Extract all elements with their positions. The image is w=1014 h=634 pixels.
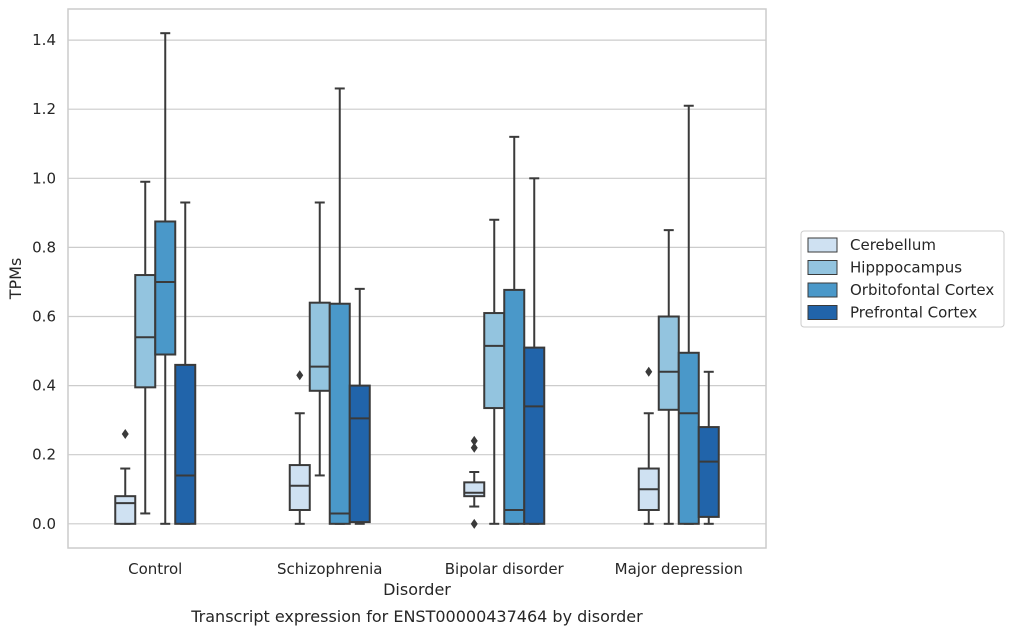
outlier-point — [470, 435, 478, 446]
box-iqr — [174, 363, 197, 525]
box-iqr — [657, 315, 680, 411]
y-axis-title: TPMs — [6, 258, 25, 301]
box-iqr — [328, 302, 351, 525]
legend-label: Prefrontal Cortex — [850, 304, 977, 322]
box-hipppocampus — [134, 180, 157, 515]
x-tick-label: Schizophrenia — [277, 560, 382, 578]
x-tick-label: Bipolar disorder — [445, 560, 565, 578]
legend-items: Cerebellum Hipppocampus Orbitofontal Corte… — [807, 236, 994, 322]
box-iqr — [697, 426, 720, 518]
box-iqr — [134, 274, 157, 389]
plot-frame — [67, 8, 767, 549]
y-tick-label: 0.4 — [32, 377, 56, 395]
box-hipppocampus — [308, 201, 331, 477]
box-cerebellum — [114, 428, 137, 525]
x-tick-label: Control — [128, 560, 182, 578]
outlier-point — [470, 442, 478, 453]
chart-title: Transcript expression for ENST0000043746… — [190, 607, 643, 626]
box-iqr — [677, 351, 700, 525]
box-prefrontal-cortex — [697, 370, 720, 525]
legend-label: Orbitofontal Cortex — [850, 281, 994, 299]
box-hipppocampus — [657, 229, 680, 525]
y-tick-label: 0.6 — [32, 308, 56, 326]
box-iqr — [288, 464, 311, 511]
box-hipppocampus — [483, 218, 506, 525]
legend-item: Hipppocampus — [807, 259, 962, 277]
box-iqr — [463, 481, 486, 498]
box-iqr — [154, 220, 177, 356]
legend-item: Orbitofontal Cortex — [807, 281, 994, 299]
box-cerebellum — [288, 370, 311, 525]
box-orbitofontal-cortex — [154, 32, 177, 525]
box-iqr — [483, 312, 506, 410]
legend-swatch — [807, 305, 838, 320]
outlier-point — [121, 428, 129, 439]
box-prefrontal-cortex — [348, 287, 371, 525]
y-tick-label: 1.4 — [32, 31, 56, 49]
box-iqr — [114, 495, 137, 525]
box-cerebellum — [463, 435, 486, 529]
y-tick-label: 0.2 — [32, 446, 56, 464]
box-iqr — [503, 288, 526, 525]
legend: Cerebellum Hipppocampus Orbitofontal Corte… — [800, 230, 1005, 328]
legend-item: Cerebellum — [807, 236, 936, 254]
y-tick-labels: 0.0 0.2 0.4 0.6 0.8 1.0 1.2 1.4 — [32, 31, 56, 533]
x-tick-labels: Control Schizophrenia Bipolar disorder Majo… — [128, 560, 743, 578]
legend-swatch — [807, 260, 838, 275]
box-prefrontal-cortex — [174, 201, 197, 525]
y-tick-label: 1.2 — [32, 100, 56, 118]
legend-label: Cerebellum — [850, 236, 936, 254]
legend-swatch — [807, 237, 838, 253]
box-orbitofontal-cortex — [503, 135, 526, 525]
box-cerebellum — [637, 366, 660, 525]
legend-item: Prefrontal Cortex — [807, 304, 977, 322]
x-tick-label: Major depression — [615, 560, 743, 578]
box-iqr — [523, 346, 546, 525]
outlier-point — [470, 518, 478, 529]
y-tick-label: 0.0 — [32, 515, 56, 533]
legend-frame — [800, 230, 1005, 328]
legend-swatch — [807, 282, 838, 298]
box-iqr — [308, 301, 331, 392]
outlier-point — [645, 366, 653, 377]
box-iqr — [348, 384, 371, 524]
box-prefrontal-cortex — [523, 177, 546, 525]
box-orbitofontal-cortex — [328, 87, 351, 525]
outlier-point — [296, 370, 304, 381]
y-tick-label: 1.0 — [32, 169, 56, 187]
legend-label: Hipppocampus — [850, 259, 962, 277]
y-tick-label: 0.8 — [32, 238, 56, 256]
box-series — [114, 32, 720, 529]
x-axis-title: Disorder — [383, 580, 451, 599]
box-orbitofontal-cortex — [677, 104, 700, 525]
